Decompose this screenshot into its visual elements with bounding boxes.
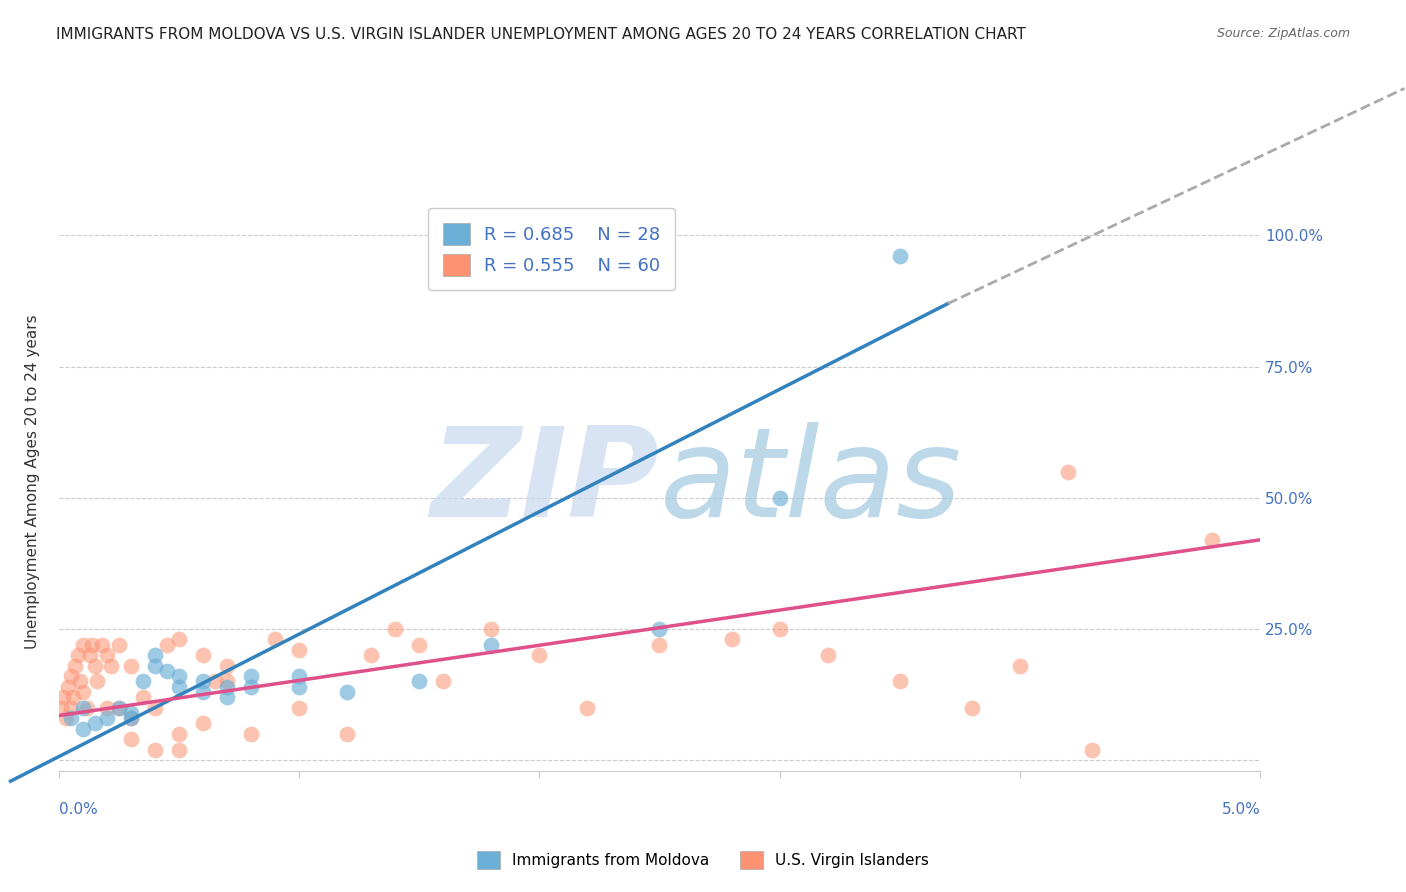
Point xyxy=(72,685,94,699)
Point xyxy=(191,716,214,731)
Text: atlas: atlas xyxy=(659,422,962,542)
Point xyxy=(83,658,105,673)
Point xyxy=(191,674,214,689)
Point xyxy=(239,727,262,741)
Point xyxy=(288,700,311,714)
Point xyxy=(59,669,82,683)
Point xyxy=(167,632,190,647)
Point xyxy=(336,727,359,741)
Point xyxy=(768,622,790,636)
Point xyxy=(120,711,142,725)
Point xyxy=(479,622,502,636)
Point xyxy=(72,722,94,736)
Point xyxy=(96,711,118,725)
Point xyxy=(100,658,122,673)
Point xyxy=(479,638,502,652)
Point xyxy=(264,632,287,647)
Point xyxy=(960,700,983,714)
Point xyxy=(360,648,382,663)
Point xyxy=(889,249,911,263)
Point xyxy=(52,690,75,705)
Point xyxy=(82,638,104,652)
Point xyxy=(66,648,89,663)
Point xyxy=(167,669,190,683)
Point xyxy=(86,674,108,689)
Point xyxy=(131,674,153,689)
Point xyxy=(1201,533,1223,547)
Point xyxy=(79,648,101,663)
Point xyxy=(120,732,142,747)
Y-axis label: Unemployment Among Ages 20 to 24 years: Unemployment Among Ages 20 to 24 years xyxy=(25,315,39,649)
Point xyxy=(65,658,87,673)
Point xyxy=(408,638,430,652)
Point xyxy=(69,674,91,689)
Point xyxy=(408,674,430,689)
Point xyxy=(720,632,742,647)
Point xyxy=(72,638,94,652)
Point xyxy=(120,706,142,720)
Point xyxy=(215,674,238,689)
Legend: R = 0.685    N = 28, R = 0.555    N = 60: R = 0.685 N = 28, R = 0.555 N = 60 xyxy=(427,208,675,290)
Point xyxy=(107,700,129,714)
Point xyxy=(239,680,262,694)
Point xyxy=(59,711,82,725)
Point xyxy=(72,700,94,714)
Point xyxy=(191,648,214,663)
Point xyxy=(288,680,311,694)
Point xyxy=(215,690,238,705)
Point xyxy=(204,674,226,689)
Point xyxy=(336,685,359,699)
Point xyxy=(384,622,406,636)
Point xyxy=(191,685,214,699)
Point xyxy=(59,700,82,714)
Point xyxy=(432,674,454,689)
Point xyxy=(576,700,599,714)
Point xyxy=(49,700,72,714)
Point xyxy=(817,648,839,663)
Point xyxy=(107,700,129,714)
Text: IMMIGRANTS FROM MOLDOVA VS U.S. VIRGIN ISLANDER UNEMPLOYMENT AMONG AGES 20 TO 24: IMMIGRANTS FROM MOLDOVA VS U.S. VIRGIN I… xyxy=(56,27,1026,42)
Point xyxy=(143,700,166,714)
Text: ZIP: ZIP xyxy=(430,422,659,542)
Point xyxy=(1057,465,1080,479)
Point xyxy=(215,658,238,673)
Point xyxy=(288,643,311,657)
Point xyxy=(76,700,98,714)
Point xyxy=(143,742,166,756)
Point xyxy=(768,491,790,505)
Point xyxy=(120,658,142,673)
Point xyxy=(529,648,551,663)
Point xyxy=(131,690,153,705)
Point xyxy=(1008,658,1031,673)
Point xyxy=(239,669,262,683)
Point xyxy=(1081,742,1104,756)
Point xyxy=(648,622,671,636)
Point xyxy=(55,711,77,725)
Point xyxy=(83,716,105,731)
Text: 0.0%: 0.0% xyxy=(59,803,97,817)
Point xyxy=(167,742,190,756)
Point xyxy=(288,669,311,683)
Text: Source: ZipAtlas.com: Source: ZipAtlas.com xyxy=(1216,27,1350,40)
Point xyxy=(167,727,190,741)
Point xyxy=(58,680,80,694)
Point xyxy=(167,680,190,694)
Point xyxy=(143,648,166,663)
Point xyxy=(648,638,671,652)
Point xyxy=(96,648,118,663)
Point xyxy=(96,700,118,714)
Point xyxy=(143,658,166,673)
Point xyxy=(889,674,911,689)
Point xyxy=(62,690,84,705)
Legend: Immigrants from Moldova, U.S. Virgin Islanders: Immigrants from Moldova, U.S. Virgin Isl… xyxy=(471,845,935,875)
Point xyxy=(90,638,112,652)
Point xyxy=(215,680,238,694)
Point xyxy=(156,664,179,678)
Point xyxy=(156,638,179,652)
Text: 5.0%: 5.0% xyxy=(1222,803,1260,817)
Point xyxy=(120,711,142,725)
Point xyxy=(107,638,129,652)
